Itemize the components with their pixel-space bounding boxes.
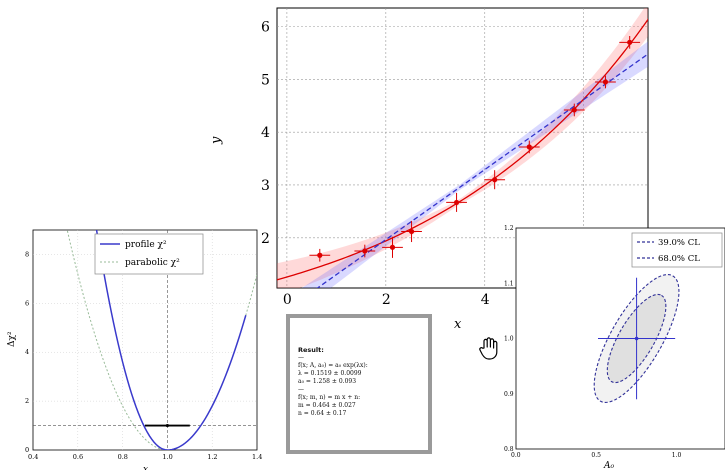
profile-chart-ylabel: Δχ² xyxy=(7,331,17,347)
data-point xyxy=(382,236,403,258)
data-point-marker xyxy=(362,248,368,254)
profile-chi2-chart: 0.4 0.6 0.8 1.0 1.2 1.4 0 2 4 6 8 profile χ² parab… xyxy=(7,229,262,470)
profile-xtick-label: 0.6 xyxy=(73,453,83,461)
data-point xyxy=(401,220,422,243)
result-title: Result: xyxy=(298,346,324,354)
fit-chart-ylabel-holder: y xyxy=(209,136,224,145)
result-box: Result: — f(x; A, a₀) = a₀ exp(λx): λ = … xyxy=(286,314,432,454)
legend-68cl-label: 68.0% CL xyxy=(658,254,700,264)
contour-xtick-label: 0.5 xyxy=(591,452,601,459)
data-point xyxy=(619,36,641,49)
hand-cursor-icon xyxy=(479,337,498,360)
fit-chart-xlabel-text: x xyxy=(454,317,462,332)
fit-chart-xtick-label: 2 xyxy=(382,292,391,308)
data-point xyxy=(563,103,585,117)
contour-ytick-label: 1.1 xyxy=(504,280,514,287)
data-point-marker xyxy=(317,252,323,258)
profile-min-marker xyxy=(165,423,169,428)
profile-xtick-label: 1.2 xyxy=(207,453,217,461)
contour-chart: 0.0 0.5 1.0 0.8 0.9 1.0 1.1 1.2 39.0% CL 68.0% … xyxy=(504,225,725,470)
profile-xtick-label: 0.4 xyxy=(28,453,38,461)
legend-39cl-label: 39.0% CL xyxy=(658,238,700,248)
contour-ytick-label: 1.0 xyxy=(504,336,514,343)
best-fit-marker xyxy=(634,336,639,341)
fit-chart-ytick-label: 5 xyxy=(261,72,270,88)
data-point-marker xyxy=(627,39,633,45)
profile-ytick-label: 0 xyxy=(25,446,29,454)
result-line: a₀ = 1.258 ± 0.093 xyxy=(298,378,357,385)
profile-xtick-label: 0.8 xyxy=(118,453,128,461)
contour-ytick-label: 0.9 xyxy=(504,391,514,398)
data-point-marker xyxy=(389,244,396,250)
fit-chart-ytick-label: 3 xyxy=(261,178,270,194)
data-point xyxy=(484,170,506,190)
contour-xtick-label: 0.0 xyxy=(511,452,521,459)
legend-profile-label: profile χ² xyxy=(125,240,167,250)
result-line: λ = 0.1519 ± 0.0099 xyxy=(298,370,362,377)
profile-ytick-label: 8 xyxy=(25,250,29,258)
result-line: — xyxy=(298,354,304,361)
data-point-marker xyxy=(571,107,577,113)
fit-chart-ytick-label: 6 xyxy=(261,19,270,35)
contour-chart-legend: 39.0% CL 68.0% CL xyxy=(631,232,723,268)
result-line: — xyxy=(298,386,304,393)
profile-curve xyxy=(95,230,247,450)
linear-fit-line xyxy=(316,53,648,288)
result-line: n = 0.64 ± 0.17 xyxy=(298,410,347,417)
legend-parabolic-label: parabolic χ² xyxy=(125,258,180,268)
profile-xtick-label: 1.0 xyxy=(162,453,172,461)
data-point-marker xyxy=(602,79,609,85)
contour-xtick-label: 1.0 xyxy=(672,452,682,459)
profile-chart-legend: profile χ² parabolic χ² xyxy=(94,233,204,275)
fit-chart-xlabel-holder: x xyxy=(454,317,462,332)
fit-chart-xtick-label: 4 xyxy=(481,292,490,308)
data-point xyxy=(354,244,376,258)
profile-ytick-label: 6 xyxy=(25,299,29,307)
fit-chart-ytick-label: 4 xyxy=(261,125,270,141)
exp-fit-line xyxy=(277,18,648,281)
data-point xyxy=(446,192,467,212)
fit-chart-xtick-label: 0 xyxy=(283,292,292,308)
exp-fit-band xyxy=(277,8,648,288)
data-point xyxy=(518,140,540,154)
data-point-marker xyxy=(526,144,532,150)
fit-chart: 024623456 x y xyxy=(261,7,649,308)
contour-ytick-label: 0.8 xyxy=(504,446,514,453)
profile-xtick-label: 1.4 xyxy=(252,453,262,461)
contour-chart-xlabel: A₀ xyxy=(603,461,614,470)
fit-chart-ylabel-text: y xyxy=(209,136,224,145)
profile-chart-xlabel: x xyxy=(143,465,148,470)
result-line: m = 0.464 ± 0.027 xyxy=(298,402,356,409)
data-point xyxy=(595,75,616,89)
result-line: f(x; A, a₀) = a₀ exp(λx): xyxy=(298,362,368,369)
fit-chart-ytick-label: 2 xyxy=(261,231,270,247)
profile-ytick-label: 2 xyxy=(25,397,29,405)
data-point-marker xyxy=(453,199,460,206)
data-point-marker xyxy=(492,177,498,183)
data-point xyxy=(309,248,331,262)
result-line: f(x; m, n) = m x + n: xyxy=(298,394,361,401)
data-point-marker xyxy=(408,228,415,235)
contour-ytick-label: 1.2 xyxy=(504,225,514,232)
profile-ytick-label: 4 xyxy=(25,348,29,356)
